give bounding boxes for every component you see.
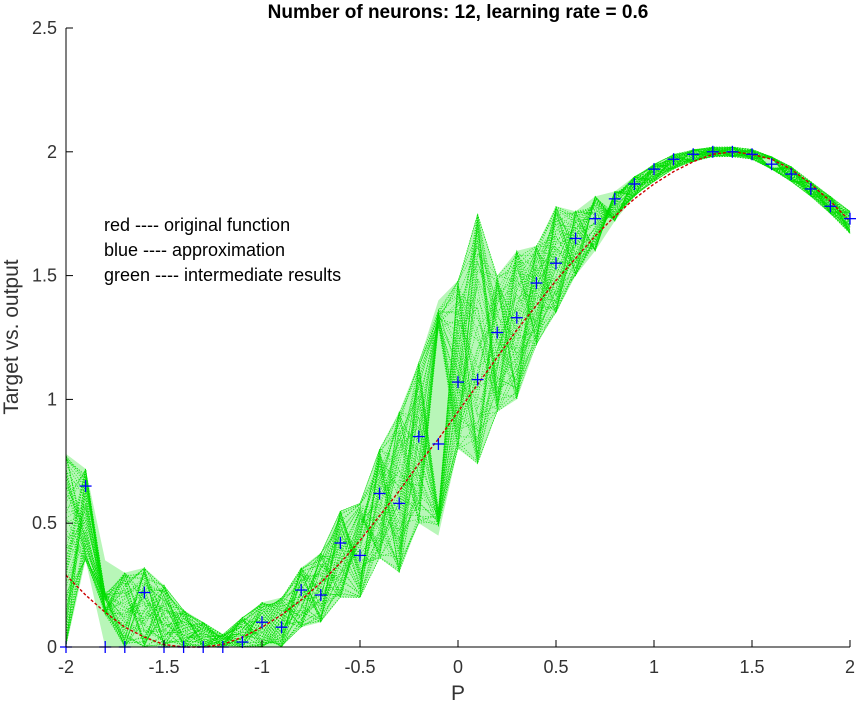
annotation-approximation: blue ---- approximation xyxy=(104,240,285,260)
approximation-point xyxy=(530,277,543,290)
intermediate-result-line xyxy=(65,147,851,647)
approximation-point xyxy=(746,148,758,161)
x-tick-label: -0.5 xyxy=(344,657,375,677)
approximation-point xyxy=(608,192,621,205)
intermediate-result-line xyxy=(65,154,851,638)
approximation-point xyxy=(256,616,268,629)
x-axis-label: P xyxy=(451,682,465,704)
chart-title: Number of neurons: 12, learning rate = 0… xyxy=(268,2,649,23)
intermediate-result-line xyxy=(65,156,851,648)
approximation-point xyxy=(354,549,366,562)
y-tick-label: 0.5 xyxy=(32,513,57,533)
approximation-point xyxy=(726,145,739,158)
plot-area xyxy=(60,145,856,653)
approximation-point xyxy=(452,376,464,389)
y-tick-label: 2 xyxy=(47,142,57,162)
intermediate-result-line xyxy=(65,148,851,648)
approximation-point xyxy=(138,586,151,599)
x-tick-label: 1 xyxy=(649,657,659,677)
approximation-point xyxy=(706,145,719,158)
y-axis-label: Target vs. output xyxy=(0,259,23,414)
approximation-point xyxy=(804,182,817,195)
intermediate-result-line xyxy=(65,146,851,648)
x-tick-label: 0.5 xyxy=(543,657,568,677)
x-tick-label: -1.5 xyxy=(148,657,179,677)
x-axis-ticks: -2 -1.5 -1 -0.5 0 0.5 1 1.5 2 xyxy=(58,640,855,677)
approximation-point xyxy=(334,537,347,550)
x-tick-label: -1 xyxy=(254,657,270,677)
y-tick-label: 0 xyxy=(47,637,57,657)
y-tick-label: 1 xyxy=(47,389,57,409)
approximation-point xyxy=(393,497,406,510)
approximation-point xyxy=(373,487,386,500)
x-tick-label: -2 xyxy=(58,657,74,677)
annotation-original: red ---- original function xyxy=(104,215,290,235)
y-axis-ticks: 0 0.5 1 1.5 2 2.5 xyxy=(32,18,73,657)
approximation-point xyxy=(667,153,680,166)
intermediate-result-line xyxy=(65,146,851,645)
x-tick-label: 2 xyxy=(845,657,855,677)
approximation-point xyxy=(785,168,798,181)
intermediate-result-line xyxy=(65,149,851,647)
intermediate-result-line xyxy=(65,148,851,647)
approximation-point xyxy=(687,148,700,161)
intermediate-result-line xyxy=(65,150,851,648)
approximation-point xyxy=(275,621,288,634)
x-tick-label: 0 xyxy=(453,657,463,677)
intermediate-result-line xyxy=(65,148,851,648)
original-function-layer xyxy=(65,151,851,648)
intermediate-result-line xyxy=(65,148,851,646)
intermediate-result-line xyxy=(65,146,851,647)
intermediate-result-line xyxy=(65,147,851,648)
intermediate-result-line xyxy=(65,147,851,645)
annotation-intermediate: green ---- intermediate results xyxy=(104,265,341,285)
intermediate-results-envelope xyxy=(66,146,850,647)
intermediate-result-line xyxy=(65,151,851,647)
intermediate-result-line xyxy=(65,150,851,648)
approximation-point xyxy=(648,163,660,176)
approximation-point xyxy=(628,177,641,190)
approximation-point xyxy=(491,326,504,339)
intermediate-result-line xyxy=(65,150,851,647)
intermediate-results-layer xyxy=(65,146,851,648)
original-function-line xyxy=(65,151,851,648)
intermediate-result-line xyxy=(65,148,851,648)
approximation-point xyxy=(510,311,523,324)
approximation-point xyxy=(236,636,249,649)
y-tick-label: 1.5 xyxy=(32,266,57,286)
approximation-point xyxy=(844,212,856,225)
x-tick-label: 1.5 xyxy=(739,657,764,677)
approximation-point xyxy=(471,373,484,386)
y-tick-label: 2.5 xyxy=(32,18,57,38)
approximation-point xyxy=(412,430,425,443)
approximation-point xyxy=(569,232,582,245)
approximation-point xyxy=(765,158,778,171)
approximation-point xyxy=(432,437,445,450)
approximation-point xyxy=(589,212,602,225)
approximation-point xyxy=(824,200,837,213)
approximation-point xyxy=(79,480,92,493)
approximation-point xyxy=(550,257,562,270)
approximation-point xyxy=(295,584,308,597)
legend-annotation: red ---- original function blue ---- app… xyxy=(104,215,341,285)
approximation-point xyxy=(314,589,327,602)
